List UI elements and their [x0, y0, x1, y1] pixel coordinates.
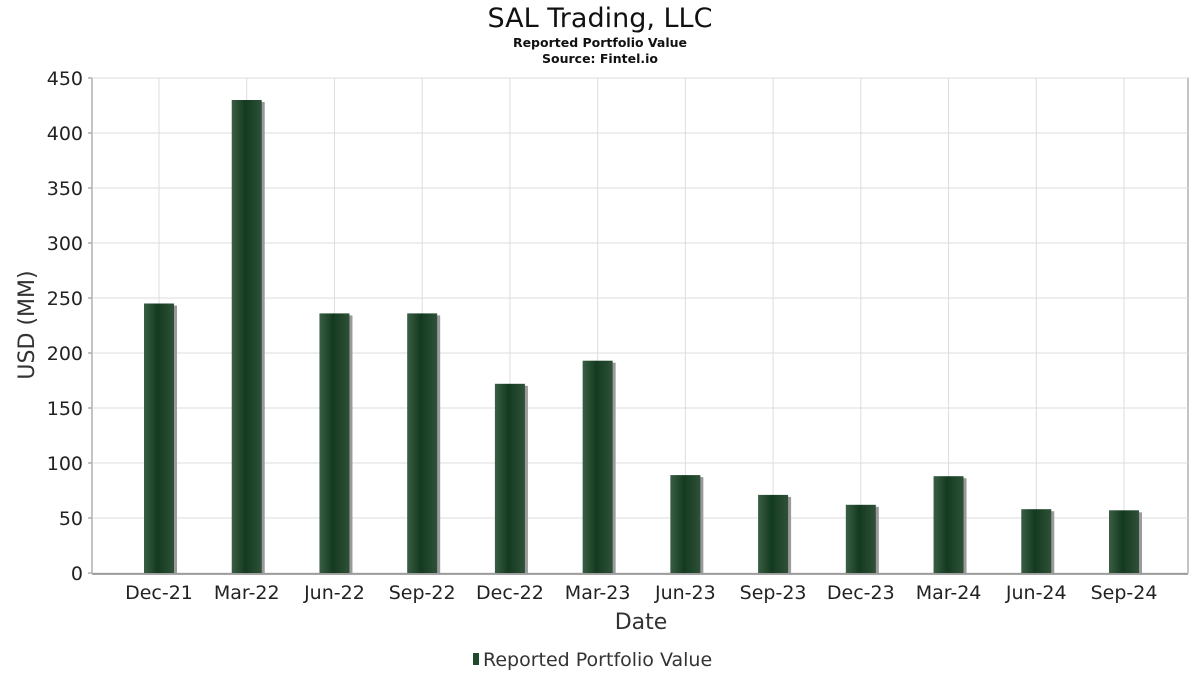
y-tick-label: 150 — [47, 398, 83, 420]
bar — [845, 504, 876, 573]
x-tick-label: Dec-22 — [476, 582, 544, 604]
bar — [670, 475, 701, 573]
y-tick-label: 400 — [47, 123, 83, 145]
x-tick-label: Jun-23 — [654, 582, 716, 604]
y-tick-label: 250 — [47, 288, 83, 310]
bar — [758, 494, 789, 573]
x-tick-label: Jun-22 — [303, 582, 365, 604]
x-tick-label: Sep-23 — [740, 582, 807, 604]
chart-title: SAL Trading, LLC — [488, 3, 713, 34]
bars — [144, 100, 1142, 573]
x-tick-label: Mar-24 — [916, 582, 982, 604]
x-tick-label: Sep-24 — [1091, 582, 1158, 604]
y-tick-label: 300 — [47, 233, 83, 255]
x-tick-label: Dec-23 — [827, 582, 895, 604]
x-tick-label: Dec-21 — [125, 582, 193, 604]
legend-swatch — [473, 653, 479, 665]
legend: Reported Portfolio Value — [473, 649, 712, 671]
y-tick-label: 100 — [47, 453, 83, 475]
bar — [407, 313, 438, 573]
y-tick-label: 450 — [47, 68, 83, 90]
y-tick-label: 200 — [47, 343, 83, 365]
x-axis-ticks: Dec-21 Mar-22 Jun-22 Sep-22 Dec-22 Mar-23 Jun-… — [125, 582, 1157, 604]
bar — [319, 313, 350, 573]
x-tick-label: Mar-23 — [565, 582, 631, 604]
y-tick-label: 350 — [47, 178, 83, 200]
x-tick-label: Mar-22 — [214, 582, 280, 604]
bar — [933, 476, 964, 573]
bar — [1021, 509, 1052, 573]
x-tick-label: Sep-22 — [389, 582, 456, 604]
x-tick-label: Jun-24 — [1005, 582, 1067, 604]
x-axis-label: Date — [615, 610, 668, 635]
bar — [494, 383, 525, 573]
legend-label: Reported Portfolio Value — [483, 649, 712, 671]
bar — [231, 100, 262, 573]
chart-source: Source: Fintel.io — [542, 51, 658, 66]
bar — [582, 360, 613, 573]
bar — [1109, 510, 1139, 573]
y-tick-label: 0 — [71, 563, 83, 585]
y-axis-ticks: 0 50 100 150 200 250 300 350 400 450 — [47, 68, 83, 585]
y-tick-label: 50 — [59, 508, 83, 530]
y-axis-label: USD (MM) — [15, 270, 40, 379]
chart-subtitle: Reported Portfolio Value — [513, 35, 687, 50]
bar — [144, 303, 174, 573]
